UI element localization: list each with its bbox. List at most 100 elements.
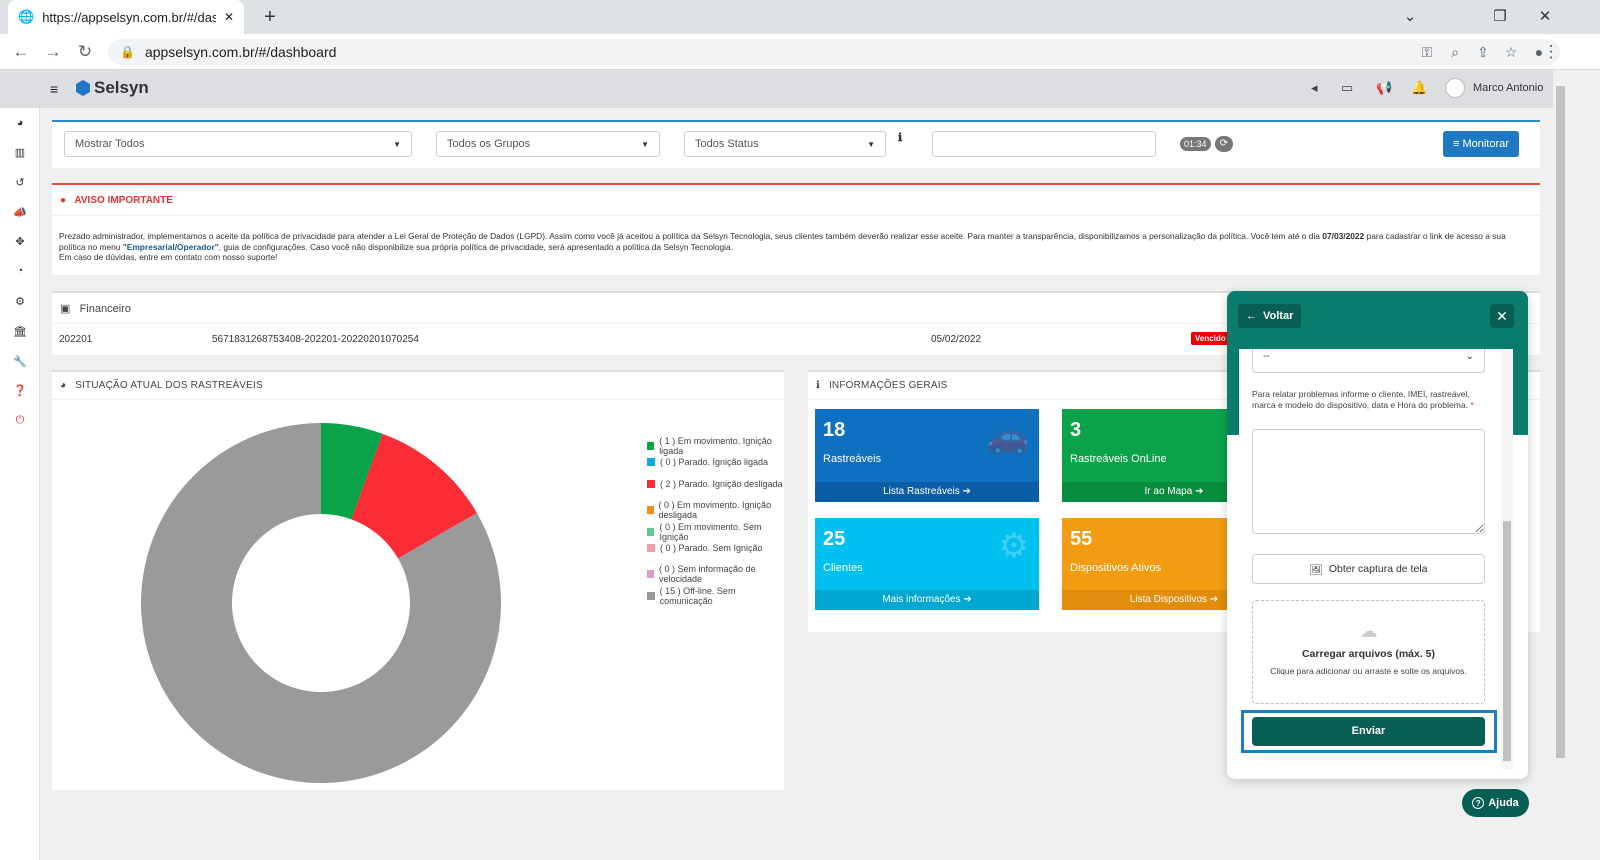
close-window-button[interactable]: ✕ bbox=[1538, 8, 1552, 25]
help-button[interactable]: ? Ajuda bbox=[1462, 789, 1529, 817]
legend-item[interactable]: ( 0 ) Em movimento. Sem Ignição bbox=[647, 522, 784, 542]
back-button-label: Voltar bbox=[1263, 310, 1294, 322]
support-form: -- ⌄ Para relatar problemas informe o cli… bbox=[1239, 349, 1501, 769]
upload-hint: Clique para adicionar ou arraste e solte… bbox=[1270, 666, 1467, 676]
megaphone-icon[interactable]: 📢 bbox=[1376, 80, 1393, 95]
forward-icon[interactable]: → bbox=[44, 42, 62, 61]
bell-icon[interactable]: 🔔 bbox=[1411, 80, 1428, 95]
card-count: 18 bbox=[823, 419, 846, 441]
finance-ref: 202201 bbox=[59, 334, 93, 345]
legend-item[interactable]: ( 15 ) Off-line. Sem comunicação bbox=[647, 586, 784, 606]
reload-icon[interactable]: ↻ bbox=[77, 42, 93, 61]
notice-menu-link[interactable]: "Empresarial/Operador" bbox=[122, 241, 219, 252]
browser-tab[interactable]: 🌐 https://appselsyn.com.br/#/dashb ✕ bbox=[8, 0, 244, 34]
help-icon[interactable]: ❓ bbox=[13, 385, 27, 397]
brand-logo[interactable]: Selsyn bbox=[76, 78, 149, 98]
legend-label: ( 0 ) Parado. Sem Ignição bbox=[660, 543, 763, 553]
card-label: Rastreáveis OnLine bbox=[1070, 453, 1167, 465]
info-title: INFORMAÇÕES GERAIS bbox=[828, 380, 948, 391]
search-input[interactable] bbox=[932, 131, 1156, 157]
alerts-icon[interactable]: 📣 bbox=[13, 207, 27, 219]
legend-item[interactable]: ( 0 ) Sem informação de velocidade bbox=[647, 564, 784, 584]
category-select[interactable]: -- ⌄ bbox=[1252, 349, 1485, 373]
legend-swatch bbox=[647, 544, 655, 552]
legend-item[interactable]: ( 0 ) Parado. Sem Ignição bbox=[647, 543, 763, 553]
tab-title: https://appselsyn.com.br/#/dashb bbox=[42, 9, 216, 25]
restore-window-button[interactable]: ❐ bbox=[1493, 8, 1507, 25]
submit-button[interactable]: Enviar bbox=[1252, 717, 1485, 746]
globe-icon: 🌐 bbox=[18, 9, 35, 24]
problem-textarea[interactable] bbox=[1252, 429, 1485, 534]
bookmark-star-icon[interactable]: ☆ bbox=[1504, 43, 1518, 60]
screenshot-button[interactable]: 🖼 Obter captura de tela bbox=[1252, 554, 1485, 584]
form-scrollbar-thumb[interactable] bbox=[1503, 521, 1511, 761]
donut-slice[interactable] bbox=[141, 423, 502, 783]
notice-header: ● AVISO IMPORTANTE bbox=[60, 195, 173, 206]
back-icon[interactable]: ← bbox=[12, 42, 30, 61]
address-bar[interactable]: 🔒 appselsyn.com.br/#/dashboard ⚿ ⌕ ⇪ ☆ ● bbox=[108, 39, 1560, 65]
legend-swatch bbox=[647, 527, 655, 536]
hamburger-menu-icon[interactable]: ≡ bbox=[50, 81, 59, 97]
monitor-icon[interactable]: ▭ bbox=[1341, 80, 1354, 95]
reports-icon[interactable]: ◔ bbox=[16, 265, 24, 277]
notice-body: Prezado administrador, implementamos o a… bbox=[59, 231, 1529, 263]
key-icon[interactable]: ⚿ bbox=[1421, 43, 1433, 60]
legend-swatch bbox=[647, 570, 655, 579]
legend-item[interactable]: ( 0 ) Em movimento. Ignição desligada bbox=[647, 500, 784, 520]
question-icon: ? bbox=[1472, 797, 1485, 809]
legend-label: ( 2 ) Parado. Ignição desligada bbox=[660, 478, 783, 489]
close-chat-button[interactable]: ✕ bbox=[1490, 304, 1514, 328]
donut-slice[interactable] bbox=[351, 433, 477, 559]
app-header bbox=[0, 70, 1568, 108]
back-button[interactable]: ← Voltar bbox=[1238, 304, 1302, 328]
money-icon: ▣ bbox=[60, 303, 71, 315]
show-filter-select[interactable]: Mostrar Todos ▼ bbox=[64, 131, 412, 157]
status-badge: Vencido bbox=[1191, 332, 1230, 345]
close-tab-icon[interactable]: ✕ bbox=[223, 10, 234, 24]
notice-text: Em caso de dúvidas, entre em contato com… bbox=[59, 252, 278, 262]
upload-title: Carregar arquivos (máx. 5) bbox=[1301, 648, 1436, 660]
tab-search-icon[interactable]: ⌄ bbox=[1403, 8, 1417, 25]
legend-label: ( 15 ) Off-line. Sem comunicação bbox=[659, 585, 736, 606]
sidebar bbox=[0, 108, 40, 860]
monitor-button[interactable]: ≡ Monitorar bbox=[1443, 131, 1519, 157]
crosshair-icon[interactable]: ✥ bbox=[15, 236, 25, 248]
legend-label: ( 1 ) Em movimento. Ignição ligada bbox=[659, 436, 772, 456]
user-menu[interactable]: Marco Antonio bbox=[1445, 78, 1543, 98]
map-icon[interactable]: ▥ bbox=[14, 147, 26, 159]
legend-item[interactable]: ( 2 ) Parado. Ignição desligada bbox=[647, 479, 783, 489]
list-icon: ≡ bbox=[1453, 138, 1460, 150]
zoom-icon[interactable]: ⌕ bbox=[1451, 43, 1459, 60]
power-icon[interactable]: ⏻ bbox=[15, 414, 25, 426]
info-icon: ℹ bbox=[816, 380, 820, 391]
card-count: 25 bbox=[823, 528, 846, 550]
support-chat-widget: ← Voltar ✕ -- ⌄ Para relatar problemas inf… bbox=[1227, 291, 1528, 779]
tools-icon[interactable]: 🔧 bbox=[13, 356, 27, 368]
caret-down-icon: ▼ bbox=[393, 139, 401, 149]
page-scrollbar-thumb[interactable] bbox=[1556, 86, 1565, 758]
history-icon[interactable]: ↺ bbox=[15, 177, 25, 189]
legend-item[interactable]: ( 1 ) Em movimento. Ignição ligada bbox=[647, 436, 784, 456]
card-footer-link[interactable]: Mais informações ➔ bbox=[815, 590, 1039, 610]
pie-chart-icon: ◕ bbox=[60, 380, 67, 391]
info-header: ℹ INFORMAÇÕES GERAIS bbox=[816, 380, 948, 391]
collapse-left-icon[interactable]: ◂ bbox=[1311, 80, 1318, 95]
submit-highlight: Enviar bbox=[1241, 710, 1497, 753]
status-filter-select[interactable]: Todos Status ▼ bbox=[684, 131, 886, 157]
dashboard-icon[interactable]: ◕ bbox=[16, 117, 24, 129]
legend-swatch bbox=[647, 506, 654, 515]
chart-title: SITUAÇÃO ATUAL DOS RASTREÁVEIS bbox=[75, 380, 263, 391]
donut-slice[interactable] bbox=[321, 423, 383, 520]
refresh-icon[interactable]: ⟳ bbox=[1215, 136, 1233, 152]
bank-icon[interactable]: 🏛 bbox=[13, 326, 27, 338]
legend-item[interactable]: ( 0 ) Parado. Ignição ligada bbox=[647, 457, 768, 467]
share-icon[interactable]: ⇪ bbox=[1477, 43, 1489, 60]
settings-icon[interactable]: ⚙ bbox=[15, 296, 25, 308]
info-icon[interactable]: ℹ bbox=[898, 132, 903, 144]
profile-icon[interactable]: ● bbox=[1534, 44, 1544, 60]
group-filter-select[interactable]: Todos os Grupos ▼ bbox=[436, 131, 660, 157]
file-dropzone[interactable]: ☁ Carregar arquivos (máx. 5) Clique para… bbox=[1252, 600, 1485, 704]
new-tab-button[interactable]: + bbox=[264, 6, 276, 28]
browser-menu-icon[interactable]: ⋮ bbox=[1542, 42, 1560, 61]
card-footer-link[interactable]: Lista Rastreáveis ➔ bbox=[815, 482, 1039, 502]
